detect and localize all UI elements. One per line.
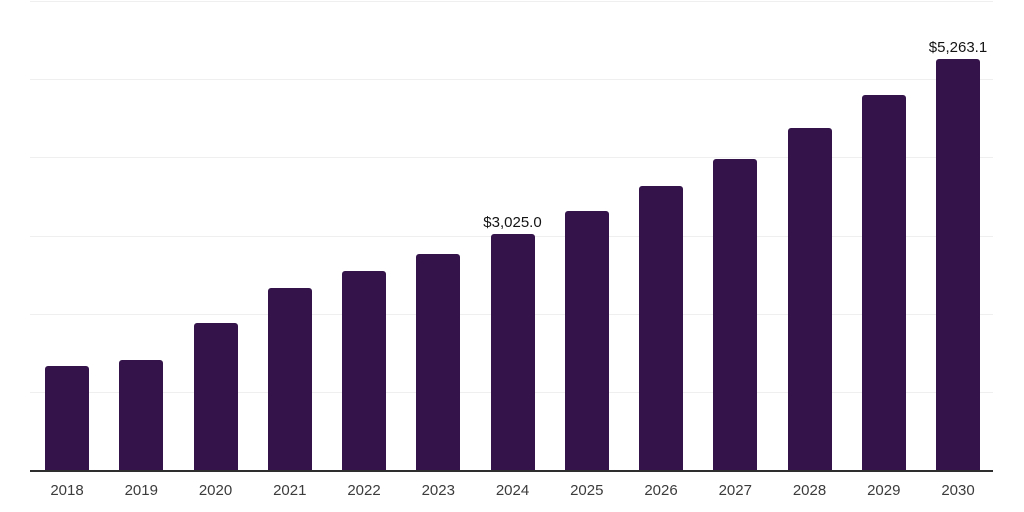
bar-2019 — [119, 360, 164, 470]
bar-2021 — [267, 288, 312, 470]
x-tick-label: 2018 — [50, 482, 84, 499]
plot-area: $3,025.0 $5,263.1 — [30, 0, 993, 472]
bar-2028 — [787, 128, 832, 470]
x-tick-label: 2026 — [644, 482, 678, 499]
gridline — [30, 79, 993, 81]
x-tick-label: 2021 — [273, 482, 307, 499]
x-tick-label: 2024 — [495, 482, 530, 499]
gridline — [30, 157, 993, 159]
bar-value-label: $5,263.1 — [928, 38, 988, 56]
x-tick-label: 2020 — [198, 482, 233, 499]
bar-2020 — [193, 323, 238, 470]
bar-value-label: $3,025.0 — [483, 213, 542, 231]
bar-2022 — [342, 271, 386, 470]
bar-2023 — [416, 253, 461, 470]
bar-2018 — [45, 366, 89, 470]
x-tick-label: 2022 — [347, 482, 381, 499]
x-tick-label: 2028 — [792, 482, 827, 499]
bar-2029 — [861, 94, 906, 470]
x-tick-label: 2025 — [570, 482, 604, 499]
x-tick-label: 2027 — [718, 482, 752, 499]
x-tick-label: 2029 — [867, 482, 901, 499]
bar-2026 — [639, 185, 683, 470]
x-tick-label: 2030 — [941, 482, 975, 499]
gridline — [30, 1, 993, 2]
bar-2027 — [713, 158, 758, 470]
bar-2024 — [490, 233, 535, 470]
x-tick-label: 2023 — [421, 482, 455, 499]
x-tick-label: 2019 — [124, 482, 158, 499]
x-axis-labels: 2018 2019 2020 2021 2022 2023 2024 2025 2026 2027… — [30, 483, 993, 505]
bar-2025 — [564, 210, 609, 470]
bar-2030 — [936, 58, 980, 470]
